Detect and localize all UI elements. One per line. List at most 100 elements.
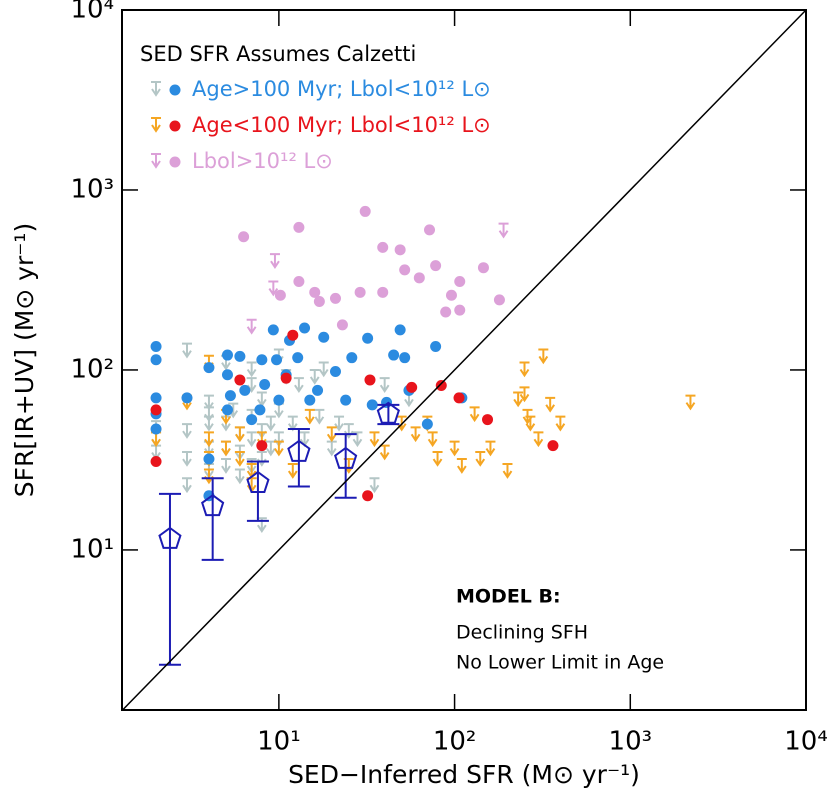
point — [224, 390, 236, 402]
upper-limit — [265, 415, 276, 432]
upper-limit-arrow — [151, 81, 161, 97]
upper-limit — [456, 458, 467, 474]
model-point — [334, 446, 358, 469]
upper-limit — [449, 440, 460, 457]
point — [221, 404, 233, 416]
upper-limit-arrow — [334, 415, 345, 432]
upper-limit — [181, 451, 192, 467]
upper-limit — [269, 253, 280, 269]
upper-limit — [513, 391, 524, 408]
upper-limit-arrow — [265, 415, 276, 432]
upper-limit — [268, 280, 279, 297]
point — [221, 349, 233, 361]
upper-limit-arrow — [151, 153, 161, 169]
point — [287, 329, 299, 341]
upper-limit-arrow — [246, 431, 257, 448]
upper-limit — [379, 444, 390, 461]
upper-limit-arrow — [314, 408, 325, 425]
upper-limit — [410, 426, 421, 443]
upper-limit-arrow — [293, 377, 304, 393]
point — [377, 286, 389, 298]
point — [364, 374, 376, 386]
upper-limit-arrow — [234, 468, 245, 485]
point — [421, 418, 433, 430]
upper-limit-arrow — [318, 361, 329, 378]
upper-limit — [369, 477, 380, 494]
upper-limit-arrow — [513, 391, 524, 408]
upper-limit-arrow — [203, 431, 214, 448]
point — [430, 340, 442, 352]
upper-limit — [314, 408, 325, 425]
point — [293, 276, 305, 288]
point — [454, 304, 466, 316]
upper-limit-arrow — [268, 280, 279, 297]
legend-marker — [169, 84, 181, 96]
upper-limit — [246, 431, 257, 448]
point — [312, 384, 324, 396]
point — [435, 379, 447, 391]
point — [256, 354, 268, 366]
x-tick-label: 10⁴ — [784, 727, 828, 757]
upper-limit-arrow — [151, 117, 161, 133]
model-point — [376, 401, 400, 424]
point — [336, 319, 348, 331]
upper-limit-arrow — [352, 431, 363, 448]
point — [430, 260, 442, 272]
point — [293, 221, 305, 233]
annotation: Declining SFH — [456, 622, 588, 644]
upper-limit — [181, 477, 192, 494]
upper-limit — [485, 440, 496, 457]
point — [394, 244, 406, 256]
point — [299, 322, 311, 334]
upper-limit — [352, 431, 363, 448]
upper-limit — [519, 386, 530, 403]
point — [221, 369, 233, 381]
upper-limit — [555, 415, 566, 432]
upper-limit — [246, 361, 257, 378]
point — [388, 349, 400, 361]
point — [406, 381, 418, 393]
point — [354, 286, 366, 298]
point — [477, 262, 489, 274]
annotation: MODEL B: — [456, 586, 561, 608]
upper-limit-arrow — [379, 377, 390, 393]
point — [239, 384, 251, 396]
upper-limit — [151, 117, 161, 133]
point — [362, 332, 374, 344]
upper-limit — [256, 391, 267, 408]
upper-limit — [379, 377, 390, 393]
point — [413, 272, 425, 284]
upper-limit — [469, 406, 480, 423]
upper-limit-arrow — [309, 368, 320, 385]
point — [181, 392, 193, 404]
point — [150, 455, 162, 467]
point — [318, 331, 330, 343]
point — [259, 379, 271, 391]
upper-limit-arrow — [304, 408, 315, 425]
model-point — [201, 493, 225, 517]
upper-limit — [287, 415, 298, 432]
upper-limit — [533, 431, 544, 448]
point — [394, 324, 406, 336]
x-tick-label: 10³ — [609, 727, 653, 757]
point — [329, 292, 341, 304]
upper-limit — [545, 396, 556, 413]
upper-limit — [519, 361, 530, 378]
upper-limit-arrow — [379, 444, 390, 461]
upper-limit-arrow — [273, 440, 284, 457]
plot-frame — [121, 9, 807, 711]
upper-limit-arrow — [519, 386, 530, 403]
upper-limit — [151, 81, 161, 97]
y-tick-label: 10³ — [70, 174, 114, 204]
point — [203, 362, 215, 374]
upper-limit — [287, 463, 298, 479]
upper-limit-arrow — [427, 431, 438, 448]
upper-limit — [273, 440, 284, 457]
upper-limit — [234, 468, 245, 485]
upper-limit — [326, 426, 337, 443]
point — [150, 423, 162, 435]
upper-limit — [293, 377, 304, 393]
upper-limit — [234, 426, 245, 443]
model-point — [287, 439, 311, 462]
